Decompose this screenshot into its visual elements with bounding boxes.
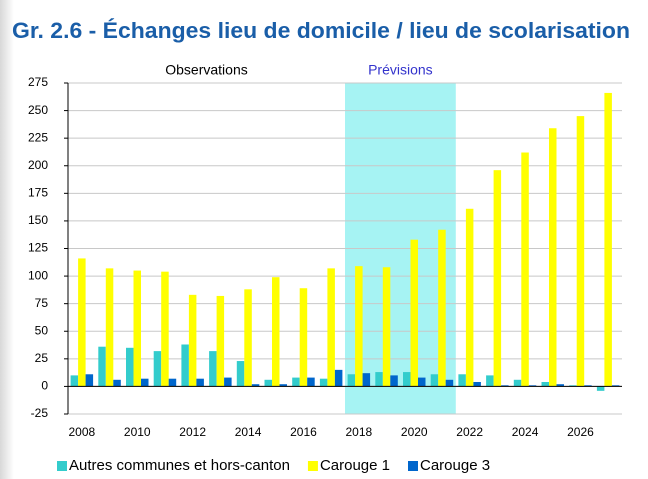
x-tick-label: 2026 bbox=[567, 425, 594, 439]
bar bbox=[334, 369, 343, 387]
x-tick-label: 2014 bbox=[235, 425, 262, 439]
bar bbox=[549, 128, 557, 387]
bar bbox=[501, 385, 509, 387]
bar bbox=[181, 344, 189, 387]
bar bbox=[244, 289, 252, 387]
bar bbox=[375, 372, 383, 387]
bar bbox=[85, 374, 94, 387]
bar bbox=[458, 374, 466, 387]
x-tick-label: 2008 bbox=[68, 425, 95, 439]
bar bbox=[362, 373, 371, 387]
bar bbox=[403, 372, 411, 387]
bar bbox=[168, 378, 177, 387]
x-tick-label: 2024 bbox=[512, 425, 539, 439]
bar bbox=[319, 378, 328, 387]
chart-title: Gr. 2.6 - Échanges lieu de domicile / li… bbox=[12, 18, 630, 43]
y-tick-label: 100 bbox=[28, 268, 48, 282]
bar bbox=[410, 239, 418, 387]
legend-swatch bbox=[307, 461, 318, 471]
x-tick-label: 2018 bbox=[345, 425, 372, 439]
bar bbox=[133, 270, 141, 387]
x-tick-label: 2010 bbox=[124, 425, 151, 439]
bar bbox=[445, 379, 454, 387]
y-tick-label: 125 bbox=[28, 241, 48, 255]
bar bbox=[126, 347, 134, 387]
bar bbox=[584, 385, 592, 387]
bar bbox=[251, 384, 260, 387]
y-tick-label: 225 bbox=[28, 130, 48, 144]
bar bbox=[521, 152, 529, 387]
bar bbox=[569, 385, 577, 387]
bar bbox=[465, 208, 474, 387]
bar bbox=[70, 375, 79, 387]
legend-label: Autres communes et hors-canton bbox=[69, 457, 290, 474]
bar bbox=[307, 377, 315, 387]
bar bbox=[292, 377, 300, 387]
bar bbox=[611, 385, 620, 387]
y-tick-label: 0 bbox=[41, 379, 48, 393]
bar bbox=[113, 379, 121, 387]
bar bbox=[153, 351, 162, 387]
y-tick-label: 250 bbox=[28, 103, 48, 117]
y-tick-label: 200 bbox=[28, 158, 48, 172]
x-tick-label: 2016 bbox=[290, 425, 317, 439]
y-tick-label: 25 bbox=[35, 351, 49, 365]
bar bbox=[78, 258, 86, 387]
x-tick-label: 2012 bbox=[179, 425, 206, 439]
bar bbox=[272, 277, 280, 387]
bar bbox=[279, 384, 287, 387]
bar bbox=[556, 384, 564, 387]
bar bbox=[486, 375, 494, 387]
bar bbox=[347, 374, 356, 387]
bar bbox=[299, 288, 308, 387]
y-tick-label: 150 bbox=[28, 213, 48, 227]
period-label: Prévisions bbox=[368, 62, 433, 78]
bar bbox=[390, 375, 398, 387]
bar bbox=[382, 267, 391, 387]
period-label: Observations bbox=[165, 62, 247, 78]
bar bbox=[98, 346, 106, 387]
side-shade bbox=[0, 0, 14, 479]
bar bbox=[141, 378, 149, 387]
bar bbox=[355, 266, 363, 387]
bar bbox=[604, 92, 612, 387]
y-tick-label: -25 bbox=[31, 406, 49, 420]
bar bbox=[528, 385, 537, 387]
bar bbox=[161, 271, 169, 387]
bar bbox=[576, 116, 585, 387]
legend-swatch bbox=[408, 461, 418, 471]
bar bbox=[473, 382, 481, 387]
bar bbox=[430, 374, 439, 387]
bar bbox=[236, 361, 245, 387]
bar bbox=[438, 229, 446, 387]
bar bbox=[196, 378, 204, 387]
bar bbox=[541, 382, 549, 387]
y-tick-label: 75 bbox=[35, 296, 49, 310]
bar bbox=[327, 268, 335, 387]
bar bbox=[513, 379, 522, 387]
bar bbox=[188, 294, 197, 387]
x-tick-label: 2020 bbox=[401, 425, 428, 439]
bar bbox=[596, 386, 605, 391]
bar bbox=[105, 268, 114, 387]
y-tick-label: 275 bbox=[28, 75, 48, 89]
legend-label: Carouge 3 bbox=[420, 457, 490, 474]
bar bbox=[224, 377, 232, 387]
y-tick-label: 175 bbox=[28, 186, 48, 200]
bar bbox=[418, 377, 426, 387]
y-tick-label: 50 bbox=[35, 323, 49, 337]
bar bbox=[209, 351, 217, 387]
bar bbox=[216, 295, 225, 387]
bar bbox=[264, 379, 272, 387]
legend-swatch bbox=[57, 461, 67, 471]
x-tick-label: 2022 bbox=[456, 425, 483, 439]
bar bbox=[493, 170, 502, 387]
legend-label: Carouge 1 bbox=[320, 457, 390, 474]
